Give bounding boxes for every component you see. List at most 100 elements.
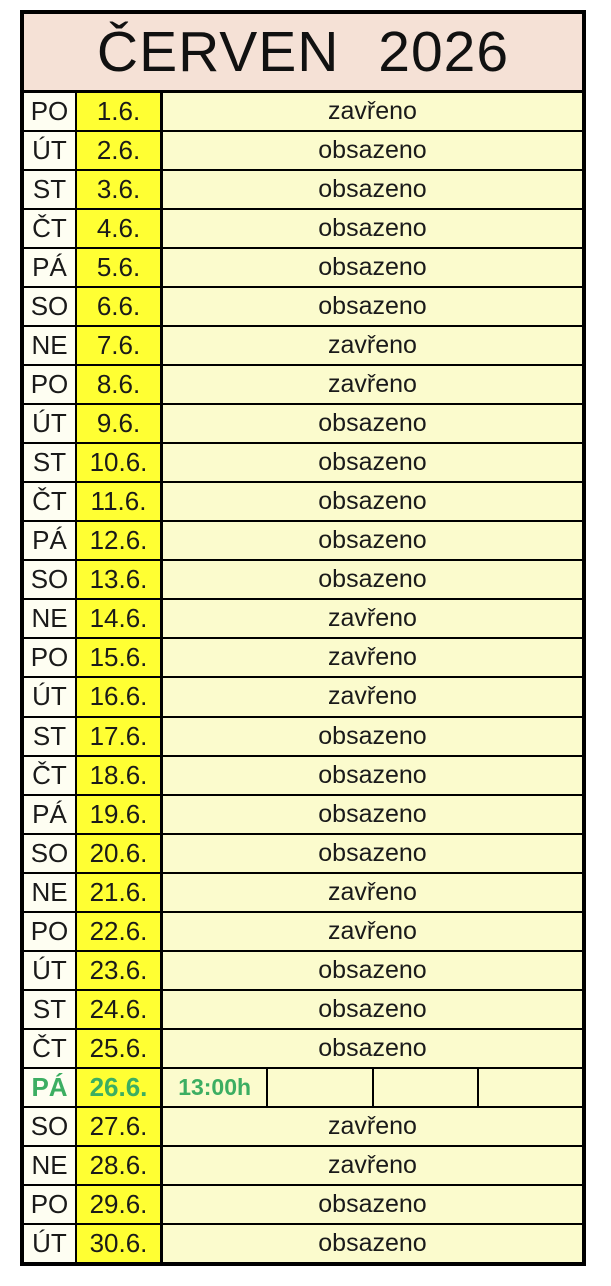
calendar-row: ČT 4.6. obsazeno	[24, 208, 582, 248]
calendar-row: SO 6.6. obsazeno	[24, 286, 582, 326]
status-cell: obsazeno	[163, 288, 582, 326]
calendar-row: ÚT 2.6. obsazeno	[24, 130, 582, 170]
day-cell: ČT	[24, 756, 77, 794]
day-cell: ÚT	[24, 1224, 77, 1262]
status-cell: obsazeno	[163, 1224, 582, 1262]
status-cell: zavřeno	[163, 1107, 582, 1145]
date-cell: 3.6.	[77, 171, 163, 209]
day-cell: NE	[24, 327, 77, 365]
date-cell: 4.6.	[77, 210, 163, 248]
calendar-row: ČT 18.6. obsazeno	[24, 754, 582, 794]
status-cell: obsazeno	[163, 795, 582, 833]
status-slots: 13:00h	[163, 1068, 582, 1106]
calendar-row: ST 17.6. obsazeno	[24, 715, 582, 755]
day-cell: SO	[24, 561, 77, 599]
date-cell: 16.6.	[77, 678, 163, 716]
calendar-row: ST 10.6. obsazeno	[24, 442, 582, 482]
day-cell: ÚT	[24, 951, 77, 989]
day-cell: NE	[24, 600, 77, 638]
calendar-row: PO 8.6. zavřeno	[24, 364, 582, 404]
status-cell: zavřeno	[163, 327, 582, 365]
date-cell: 24.6.	[77, 990, 163, 1028]
status-cell: obsazeno	[163, 483, 582, 521]
calendar-row: ST 24.6. obsazeno	[24, 988, 582, 1028]
time-slot	[268, 1068, 374, 1106]
day-cell: PÁ	[24, 795, 77, 833]
day-cell: PO	[24, 639, 77, 677]
calendar-row: SO 20.6. obsazeno	[24, 832, 582, 872]
calendar-row: ÚT 30.6. obsazeno	[24, 1222, 582, 1262]
date-cell: 7.6.	[77, 327, 163, 365]
date-cell: 8.6.	[77, 366, 163, 404]
day-cell: SO	[24, 1107, 77, 1145]
day-cell: ST	[24, 444, 77, 482]
day-cell: ÚT	[24, 132, 77, 170]
status-cell: obsazeno	[163, 210, 582, 248]
time-slot	[479, 1069, 582, 1106]
date-cell: 28.6.	[77, 1146, 163, 1184]
date-cell: 15.6.	[77, 639, 163, 677]
day-cell: PO	[24, 912, 77, 950]
date-cell: 29.6.	[77, 1185, 163, 1223]
day-cell: PO	[24, 1185, 77, 1223]
day-cell: ST	[24, 171, 77, 209]
day-cell: NE	[24, 1146, 77, 1184]
date-cell: 13.6.	[77, 561, 163, 599]
status-cell: obsazeno	[163, 990, 582, 1028]
calendar-rows: PO 1.6. zavřeno ÚT 2.6. obsazeno ST 3.6. obsazen…	[24, 93, 582, 1262]
status-cell: obsazeno	[163, 717, 582, 755]
day-cell: PO	[24, 366, 77, 404]
calendar-row: SO 13.6. obsazeno	[24, 559, 582, 599]
calendar-title: ČERVEN 2026	[96, 19, 510, 84]
date-cell: 10.6.	[77, 444, 163, 482]
calendar-row: PO 29.6. obsazeno	[24, 1183, 582, 1223]
calendar-row: PÁ 26.6. 13:00h	[24, 1066, 582, 1106]
day-cell: ČT	[24, 483, 77, 521]
calendar-row: NE 21.6. zavřeno	[24, 871, 582, 911]
status-cell: obsazeno	[163, 405, 582, 443]
date-cell: 6.6.	[77, 288, 163, 326]
status-cell: obsazeno	[163, 1029, 582, 1067]
calendar-row: NE 28.6. zavřeno	[24, 1144, 582, 1184]
status-cell: zavřeno	[163, 1146, 582, 1184]
calendar-row: PO 15.6. zavřeno	[24, 637, 582, 677]
calendar-row: PÁ 19.6. obsazeno	[24, 793, 582, 833]
status-cell: obsazeno	[163, 834, 582, 872]
status-cell: zavřeno	[163, 600, 582, 638]
day-cell: SO	[24, 288, 77, 326]
date-cell: 25.6.	[77, 1029, 163, 1067]
calendar-row: ST 3.6. obsazeno	[24, 169, 582, 209]
status-cell: obsazeno	[163, 444, 582, 482]
time-slot: 13:00h	[163, 1068, 269, 1106]
status-cell: zavřeno	[163, 678, 582, 716]
date-cell: 5.6.	[77, 249, 163, 287]
status-cell: zavřeno	[163, 873, 582, 911]
calendar-row: NE 7.6. zavřeno	[24, 325, 582, 365]
date-cell: 21.6.	[77, 873, 163, 911]
status-cell: obsazeno	[163, 756, 582, 794]
day-cell: PO	[24, 93, 77, 131]
date-cell: 30.6.	[77, 1224, 163, 1262]
day-cell: SO	[24, 834, 77, 872]
day-cell: ČT	[24, 210, 77, 248]
date-cell: 14.6.	[77, 600, 163, 638]
day-cell: ÚT	[24, 678, 77, 716]
date-cell: 12.6.	[77, 522, 163, 560]
date-cell: 17.6.	[77, 717, 163, 755]
calendar-row: PO 22.6. zavřeno	[24, 910, 582, 950]
date-cell: 23.6.	[77, 951, 163, 989]
calendar-header: ČERVEN 2026	[24, 14, 582, 93]
status-cell: zavřeno	[163, 639, 582, 677]
day-cell: ST	[24, 990, 77, 1028]
day-cell: ČT	[24, 1029, 77, 1067]
status-cell: obsazeno	[163, 171, 582, 209]
calendar-row: PÁ 12.6. obsazeno	[24, 520, 582, 560]
day-cell: PÁ	[24, 1068, 77, 1106]
calendar-row: ČT 25.6. obsazeno	[24, 1027, 582, 1067]
calendar-row: SO 27.6. zavřeno	[24, 1105, 582, 1145]
calendar-row: PO 1.6. zavřeno	[24, 93, 582, 131]
status-cell: obsazeno	[163, 561, 582, 599]
status-cell: obsazeno	[163, 249, 582, 287]
status-cell: zavřeno	[163, 912, 582, 950]
date-cell: 26.6.	[77, 1068, 163, 1106]
